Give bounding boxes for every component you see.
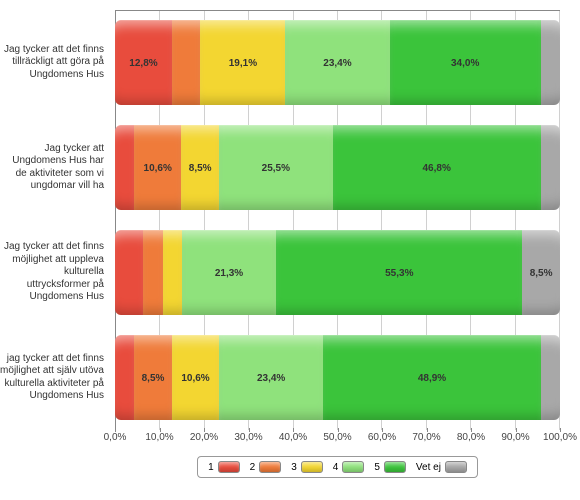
row-label: Jag tycker att det finns möjlighet att u… bbox=[0, 220, 108, 325]
segment-value: 34,0% bbox=[451, 58, 479, 69]
x-tick-label: 80,0% bbox=[457, 432, 485, 443]
segment-5: 55,3% bbox=[276, 230, 522, 315]
segment-4: 25,5% bbox=[219, 125, 332, 210]
legend-box: 1 2 3 4 5 Vet ej bbox=[197, 456, 478, 478]
segment-2: 8,5% bbox=[134, 335, 172, 420]
segment-3: 19,1% bbox=[200, 20, 285, 105]
segment-value: 10,6% bbox=[144, 163, 172, 174]
segment-value: 23,4% bbox=[323, 58, 351, 69]
segment-vet_ej bbox=[541, 20, 560, 105]
x-tick-label: 10,0% bbox=[145, 432, 173, 443]
segment-2 bbox=[143, 230, 162, 315]
bar: 12,8% 19,1% 23,4% 34,0% bbox=[115, 20, 560, 105]
chart-row: jag tycker att det finns möjlighet att s… bbox=[0, 325, 560, 430]
segment-1 bbox=[115, 335, 134, 420]
x-tick-label: 50,0% bbox=[323, 432, 351, 443]
x-tick-label: 90,0% bbox=[501, 432, 529, 443]
legend-label: 2 bbox=[250, 462, 256, 473]
segment-1 bbox=[115, 125, 134, 210]
survey-stacked-bar-chart: Jag tycker att det finns tillräckligt at… bbox=[0, 0, 580, 500]
legend-label: 1 bbox=[208, 462, 214, 473]
segment-4: 23,4% bbox=[219, 335, 323, 420]
segment-2 bbox=[172, 20, 200, 105]
legend-item-4: 4 bbox=[333, 461, 365, 473]
x-tick-label: 70,0% bbox=[412, 432, 440, 443]
legend: 1 2 3 4 5 Vet ej bbox=[115, 456, 560, 478]
legend-swatch bbox=[342, 461, 364, 473]
segment-vet_ej bbox=[541, 125, 560, 210]
x-axis: 0,0%10,0%20,0%30,0%40,0%50,0%60,0%70,0%8… bbox=[115, 432, 560, 452]
legend-swatch bbox=[384, 461, 406, 473]
x-tick-label: 40,0% bbox=[279, 432, 307, 443]
segment-value: 25,5% bbox=[262, 163, 290, 174]
chart-row: Jag tycker att Ungdomens Hus har de akti… bbox=[0, 115, 560, 220]
legend-swatch bbox=[301, 461, 323, 473]
legend-swatch bbox=[445, 461, 467, 473]
legend-item-1: 1 bbox=[208, 461, 240, 473]
segment-4: 21,3% bbox=[182, 230, 277, 315]
bar: 10,6% 8,5% 25,5% 46,8% bbox=[115, 125, 560, 210]
segment-value: 48,9% bbox=[418, 373, 446, 384]
segment-1: 12,8% bbox=[115, 20, 172, 105]
bar: 8,5% 10,6% 23,4% 48,9% bbox=[115, 335, 560, 420]
legend-item-vet_ej: Vet ej bbox=[416, 461, 467, 473]
segment-value: 23,4% bbox=[257, 373, 285, 384]
chart-row: Jag tycker att det finns möjlighet att u… bbox=[0, 220, 560, 325]
x-tick-label: 30,0% bbox=[234, 432, 262, 443]
chart-row: Jag tycker att det finns tillräckligt at… bbox=[0, 10, 560, 115]
segment-value: 8,5% bbox=[189, 163, 212, 174]
x-tick-label: 20,0% bbox=[190, 432, 218, 443]
segment-4: 23,4% bbox=[285, 20, 389, 105]
legend-label: 3 bbox=[291, 462, 297, 473]
row-label: Jag tycker att det finns tillräckligt at… bbox=[0, 10, 108, 115]
segment-3: 8,5% bbox=[181, 125, 219, 210]
segment-5: 34,0% bbox=[390, 20, 541, 105]
legend-item-5: 5 bbox=[374, 461, 406, 473]
segment-vet_ej bbox=[541, 335, 560, 420]
segment-5: 48,9% bbox=[323, 335, 541, 420]
segment-value: 21,3% bbox=[215, 268, 243, 279]
segment-value: 8,5% bbox=[142, 373, 165, 384]
row-label: Jag tycker att Ungdomens Hus har de akti… bbox=[0, 115, 108, 220]
segment-value: 12,8% bbox=[129, 58, 157, 69]
segment-value: 19,1% bbox=[229, 58, 257, 69]
legend-item-3: 3 bbox=[291, 461, 323, 473]
legend-label: 5 bbox=[374, 462, 380, 473]
x-tick-label: 60,0% bbox=[368, 432, 396, 443]
row-label: jag tycker att det finns möjlighet att s… bbox=[0, 325, 108, 430]
segment-vet_ej: 8,5% bbox=[522, 230, 560, 315]
segment-3: 10,6% bbox=[172, 335, 219, 420]
legend-label: Vet ej bbox=[416, 462, 441, 473]
legend-label: 4 bbox=[333, 462, 339, 473]
x-tick-label: 100,0% bbox=[543, 432, 577, 443]
segment-value: 46,8% bbox=[423, 163, 451, 174]
segment-value: 10,6% bbox=[181, 373, 209, 384]
legend-swatch bbox=[259, 461, 281, 473]
legend-swatch bbox=[218, 461, 240, 473]
segment-2: 10,6% bbox=[134, 125, 181, 210]
segment-value: 55,3% bbox=[385, 268, 413, 279]
x-tick-label: 0,0% bbox=[104, 432, 127, 443]
legend-item-2: 2 bbox=[250, 461, 282, 473]
segment-value: 8,5% bbox=[530, 268, 553, 279]
segment-1 bbox=[115, 230, 143, 315]
bar: 21,3% 55,3% 8,5% bbox=[115, 230, 560, 315]
segment-5: 46,8% bbox=[333, 125, 541, 210]
segment-3 bbox=[163, 230, 182, 315]
